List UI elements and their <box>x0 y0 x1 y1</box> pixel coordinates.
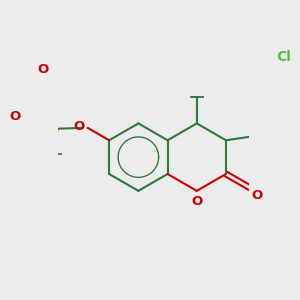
Text: O: O <box>38 63 49 76</box>
Text: O: O <box>191 195 202 208</box>
Text: Cl: Cl <box>276 50 291 64</box>
Text: O: O <box>74 121 85 134</box>
Text: O: O <box>10 110 21 123</box>
Text: O: O <box>251 189 263 202</box>
